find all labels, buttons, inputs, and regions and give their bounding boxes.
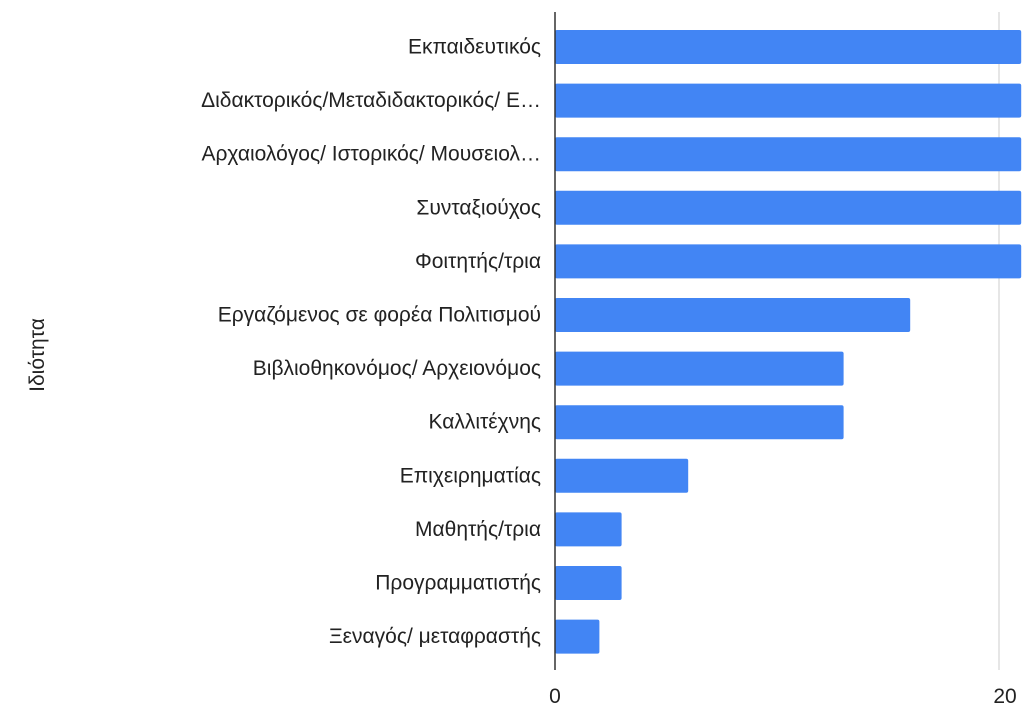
bar-6	[555, 351, 844, 386]
category-label-1: Διδακτορικός/Μεταδιδακτορικός/ Ε…	[201, 89, 541, 112]
category-label-3: Συνταξιούχος	[416, 196, 541, 219]
category-labels: Εκπαιδευτικός Διδακτορικός/Μεταδιδακτορικ…	[201, 36, 541, 649]
category-label-9: Μαθητής/τρια	[415, 518, 541, 541]
category-label-6: Βιβλιοθηκονόμος/ Αρχειονόμος	[253, 357, 541, 380]
category-label-0: Εκπαιδευτικός	[408, 36, 541, 59]
bar-0	[555, 30, 1022, 64]
x-tick-label-20: 20	[993, 685, 1016, 708]
category-label-11: Ξεναγός/ μεταφραστής	[329, 625, 541, 648]
bar-8	[555, 458, 689, 493]
category-label-8: Επιχειρηματίας	[400, 464, 541, 487]
bar-3	[555, 190, 1022, 225]
category-label-10: Προγραμματιστής	[375, 572, 541, 595]
category-label-7: Καλλιτέχνης	[428, 411, 541, 434]
x-tick-labels: 0 20	[549, 685, 1017, 708]
bar-11	[555, 619, 600, 654]
bar-10	[555, 566, 622, 600]
bars	[555, 30, 1022, 654]
bar-1	[555, 83, 1022, 118]
category-label-2: Αρχαιολόγος/ Ιστορικός/ Μουσειολ…	[201, 143, 541, 166]
y-axis-title: Ιδιότητα	[26, 318, 49, 392]
bar-9	[555, 512, 622, 547]
bar-5	[555, 298, 911, 332]
x-tick-label-0: 0	[549, 685, 561, 708]
category-label-5: Εργαζόμενος σε φορέα Πολιτισμού	[218, 304, 541, 327]
bar-4	[555, 244, 1022, 279]
bar-7	[555, 405, 844, 440]
bar-2	[555, 137, 1022, 172]
category-label-4: Φοιτητής/τρια	[415, 250, 541, 273]
